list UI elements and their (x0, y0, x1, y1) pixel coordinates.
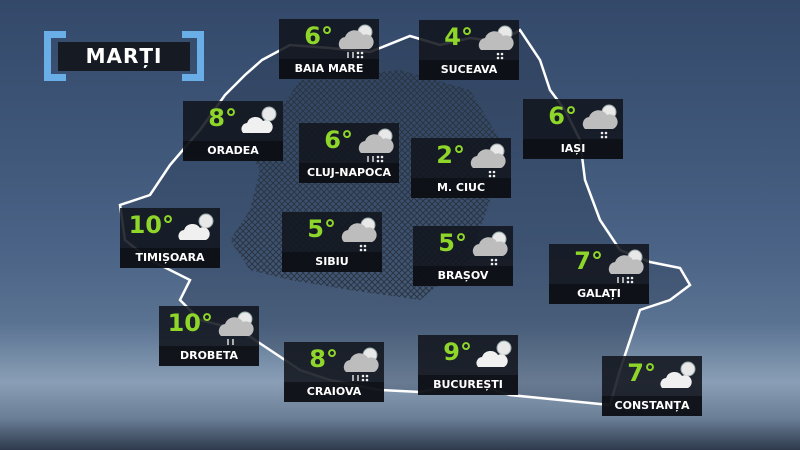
city-temperature: 6° (548, 102, 577, 130)
city-card: 6° CLUJ-NAPOCA (299, 123, 399, 183)
rain-snow-cloud-icon (338, 24, 374, 59)
city-name: IAȘI (523, 139, 623, 159)
partly-cloudy-icon (660, 361, 696, 388)
city-temperature: 10° (128, 211, 174, 239)
snow-cloud-icon (478, 25, 514, 60)
partly-cloudy-icon (178, 213, 214, 240)
city-temperature: 9° (443, 338, 472, 366)
city-name: BUCUREȘTI (418, 375, 518, 395)
city-temperature: 10° (167, 309, 213, 337)
city-name: CLUJ-NAPOCA (299, 163, 399, 183)
city-temperature: 8° (309, 345, 338, 373)
city-card: 4° SUCEAVA (419, 20, 519, 80)
city-card: 10° DROBETA (159, 306, 259, 366)
rain-cloud-icon (218, 311, 254, 345)
city-temperature: 5° (307, 215, 336, 243)
city-temperature: 7° (627, 359, 656, 387)
snow-cloud-icon (582, 104, 618, 139)
city-card: 6° IAȘI (523, 99, 623, 159)
partly-cloudy-icon (476, 340, 512, 367)
city-temperature: 8° (208, 104, 237, 132)
day-label: MARȚI (44, 31, 204, 81)
city-temperature: 5° (438, 229, 467, 257)
city-name: CONSTANȚA (602, 396, 702, 416)
day-title: MARȚI (58, 42, 190, 71)
city-name: M. CIUC (411, 178, 511, 198)
city-temperature: 6° (324, 126, 353, 154)
city-card: 7° GALAȚI (549, 244, 649, 304)
bracket-right (182, 31, 204, 81)
city-name: GALAȚI (549, 284, 649, 304)
city-name: SIBIU (282, 252, 382, 272)
partly-cloudy-icon (241, 106, 277, 133)
rain-snow-cloud-icon (343, 347, 379, 382)
city-card: 5° BRAȘOV (413, 226, 513, 286)
city-card: 8° ORADEA (183, 101, 283, 161)
city-name: TIMIȘOARA (120, 248, 220, 268)
snow-cloud-icon (341, 217, 377, 252)
city-temperature: 7° (574, 247, 603, 275)
city-card: 6° BAIA MARE (279, 19, 379, 79)
city-temperature: 2° (436, 141, 465, 169)
city-temperature: 6° (304, 22, 333, 50)
city-card: 8° CRAIOVA (284, 342, 384, 402)
snow-cloud-icon (472, 231, 508, 266)
city-name: SUCEAVA (419, 60, 519, 80)
city-temperature: 4° (444, 23, 473, 51)
city-name: BRAȘOV (413, 266, 513, 286)
city-card: 10° TIMIȘOARA (120, 208, 220, 268)
rain-snow-cloud-icon (608, 249, 644, 284)
city-card: 2° M. CIUC (411, 138, 511, 198)
city-name: BAIA MARE (279, 59, 379, 79)
city-card: 9° BUCUREȘTI (418, 335, 518, 395)
city-name: ORADEA (183, 141, 283, 161)
city-name: CRAIOVA (284, 382, 384, 402)
city-name: DROBETA (159, 346, 259, 366)
city-card: 5° SIBIU (282, 212, 382, 272)
bracket-left (44, 31, 66, 81)
city-card: 7° CONSTANȚA (602, 356, 702, 416)
snow-cloud-icon (470, 143, 506, 178)
rain-snow-cloud-icon (358, 128, 394, 163)
